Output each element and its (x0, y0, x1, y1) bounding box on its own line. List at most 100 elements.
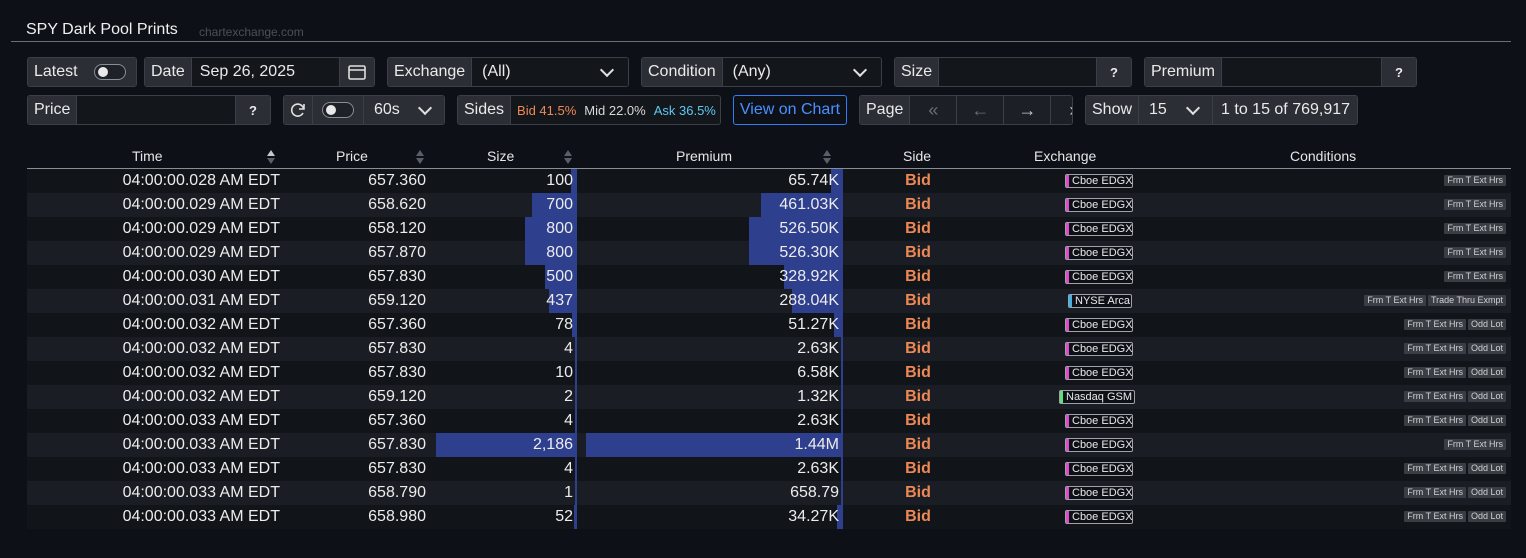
exchange-badge: Cboe EDGX (1065, 174, 1133, 188)
page-size-select[interactable]: 15 (1139, 96, 1214, 124)
latest-toggle[interactable] (93, 64, 126, 80)
size-help-button[interactable]: ? (1096, 58, 1131, 86)
price-input[interactable] (77, 96, 235, 124)
col-size[interactable]: Size (487, 148, 515, 164)
exchange-badge: Cboe EDGX (1065, 222, 1133, 236)
col-side[interactable]: Side (903, 148, 932, 164)
condition-tag: Odd Lot (1467, 367, 1506, 378)
premium-value: 526.50K (779, 220, 839, 237)
sort-icon[interactable] (823, 150, 831, 164)
sides-ask-pct: Ask 36.5% (653, 102, 716, 118)
col-exchange[interactable]: Exchange (1034, 148, 1097, 164)
auto-refresh-control[interactable]: 60s (283, 95, 445, 125)
date-input[interactable]: Sep 26, 2025 (191, 58, 339, 86)
size-bar (575, 409, 577, 433)
page-label: Page (860, 96, 910, 124)
refresh-interval-select[interactable]: 60s (364, 96, 444, 124)
exchange-name: Cboe EDGX (1072, 223, 1133, 235)
table-row[interactable]: 04:00:00.032 AM EDT 659.120 2 1.32K Bid Nasda… (27, 385, 1511, 409)
size-bar (571, 169, 577, 193)
premium-bar (586, 433, 843, 457)
table-row[interactable]: 04:00:00.031 AM EDT 659.120 437 288.04K Bid N… (27, 289, 1511, 313)
table-row[interactable]: 04:00:00.033 AM EDT 657.360 4 2.63K Bid Cboe … (27, 409, 1511, 433)
premium-value: 658.79 (790, 484, 839, 501)
table-row[interactable]: 04:00:00.029 AM EDT 658.120 800 526.50K Bid C… (27, 217, 1511, 241)
premium-value: 2.63K (797, 340, 839, 357)
cell-time: 04:00:00.033 AM EDT (122, 484, 280, 501)
table-row[interactable]: 04:00:00.033 AM EDT 658.980 52 34.27K Bid Cbo… (27, 505, 1511, 529)
condition-tags: Frm T Ext Hrs (1444, 223, 1506, 234)
size-input[interactable] (939, 58, 1096, 86)
page-size-control[interactable]: Show 15 1 to 15 of 769,917 (1085, 95, 1358, 125)
cell-side: Bid (905, 508, 931, 525)
size-bar (525, 241, 577, 265)
table-row[interactable]: 04:00:00.033 AM EDT 658.790 1 658.79 Bid Cboe… (27, 481, 1511, 505)
cell-price: 657.830 (368, 268, 426, 285)
cell-conditions: Frm T Ext Hrs (1106, 241, 1506, 265)
next-page-icon[interactable]: → (1003, 96, 1051, 124)
premium-help-button[interactable]: ? (1381, 58, 1416, 86)
premium-filter[interactable]: Premium ? (1144, 57, 1417, 87)
premium-value: 288.04K (779, 292, 839, 309)
condition-tags: Frm T Ext Hrs Odd Lot (1404, 511, 1506, 522)
size-filter[interactable]: Size ? (894, 57, 1132, 87)
col-time[interactable]: Time (132, 148, 163, 164)
sort-icon[interactable] (416, 150, 424, 164)
col-premium[interactable]: Premium (676, 148, 733, 164)
table-row[interactable]: 04:00:00.033 AM EDT 657.830 2,186 1.44M Bid C… (27, 433, 1511, 457)
last-page-icon[interactable]: » (1050, 96, 1072, 124)
price-help-button[interactable]: ? (235, 96, 270, 124)
condition-select-value[interactable]: (Any) (722, 58, 855, 86)
exchange-color-marker (1066, 487, 1069, 499)
condition-tag: Frm T Ext Hrs (1404, 511, 1466, 522)
cell-price: 658.790 (368, 484, 426, 501)
price-filter[interactable]: Price ? (27, 95, 271, 125)
refresh-icon[interactable] (284, 96, 313, 124)
exchange-select[interactable]: Exchange (All) (387, 57, 629, 87)
table-row[interactable]: 04:00:00.029 AM EDT 658.620 700 461.03K Bid C… (27, 193, 1511, 217)
condition-tag: Frm T Ext Hrs (1444, 271, 1506, 282)
table-row[interactable]: 04:00:00.028 AM EDT 657.360 100 65.74K Bid Cb… (27, 169, 1511, 193)
cell-size: 10 (436, 361, 577, 385)
latest-toggle-control[interactable]: Latest (27, 57, 137, 87)
sort-icon[interactable] (564, 150, 572, 164)
condition-select[interactable]: Condition (Any) (641, 57, 882, 87)
cell-size: 700 (436, 193, 577, 217)
premium-input[interactable] (1222, 58, 1381, 86)
exchange-name: Cboe EDGX (1072, 199, 1133, 211)
date-label: Date (145, 58, 192, 86)
size-value: 2 (564, 388, 573, 405)
col-price[interactable]: Price (336, 148, 368, 164)
condition-tags: Frm T Ext Hrs (1444, 271, 1506, 282)
exchange-color-marker (1066, 439, 1069, 451)
prev-page-icon[interactable]: ← (956, 96, 1004, 124)
table-row[interactable]: 04:00:00.032 AM EDT 657.360 78 51.27K Bid Cbo… (27, 313, 1511, 337)
pagination[interactable]: Page « ← → » (859, 95, 1073, 125)
cell-price: 657.360 (368, 172, 426, 189)
condition-tag: Frm T Ext Hrs (1444, 247, 1506, 258)
size-value: 100 (546, 172, 573, 189)
size-value: 800 (546, 220, 573, 237)
chevron-down-icon (1185, 100, 1201, 115)
condition-tag: Frm T Ext Hrs (1404, 319, 1466, 330)
exchange-select-value[interactable]: (All) (472, 58, 602, 86)
first-page-icon[interactable]: « (909, 96, 957, 124)
col-conditions[interactable]: Conditions (1290, 148, 1357, 164)
condition-tags: Frm T Ext Hrs (1444, 175, 1506, 186)
premium-bar (841, 409, 843, 433)
table-row[interactable]: 04:00:00.029 AM EDT 657.870 800 526.30K Bid C… (27, 241, 1511, 265)
table-row[interactable]: 04:00:00.032 AM EDT 657.830 4 2.63K Bid Cboe … (27, 337, 1511, 361)
table-row[interactable]: 04:00:00.032 AM EDT 657.830 10 6.58K Bid Cboe… (27, 361, 1511, 385)
cell-side: Bid (905, 340, 931, 357)
date-picker[interactable]: Date Sep 26, 2025 (144, 57, 375, 87)
table-row[interactable]: 04:00:00.033 AM EDT 657.830 4 2.63K Bid Cboe … (27, 457, 1511, 481)
auto-refresh-toggle[interactable] (322, 102, 354, 118)
view-on-chart-button[interactable]: View on Chart (733, 95, 847, 125)
cell-premium: 6.58K (586, 361, 843, 385)
condition-tag: Frm T Ext Hrs (1404, 463, 1466, 474)
table-row[interactable]: 04:00:00.030 AM EDT 657.830 500 328.92K Bid C… (27, 265, 1511, 289)
sort-icon[interactable] (267, 150, 275, 164)
cell-exchange: Cboe EDGX (1065, 481, 1135, 505)
premium-bar (784, 265, 843, 289)
calendar-icon[interactable] (339, 58, 374, 86)
